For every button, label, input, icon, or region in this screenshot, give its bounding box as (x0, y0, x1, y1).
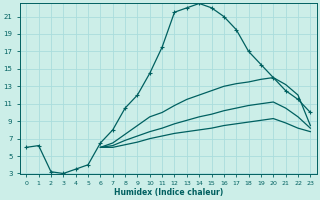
X-axis label: Humidex (Indice chaleur): Humidex (Indice chaleur) (114, 188, 223, 197)
